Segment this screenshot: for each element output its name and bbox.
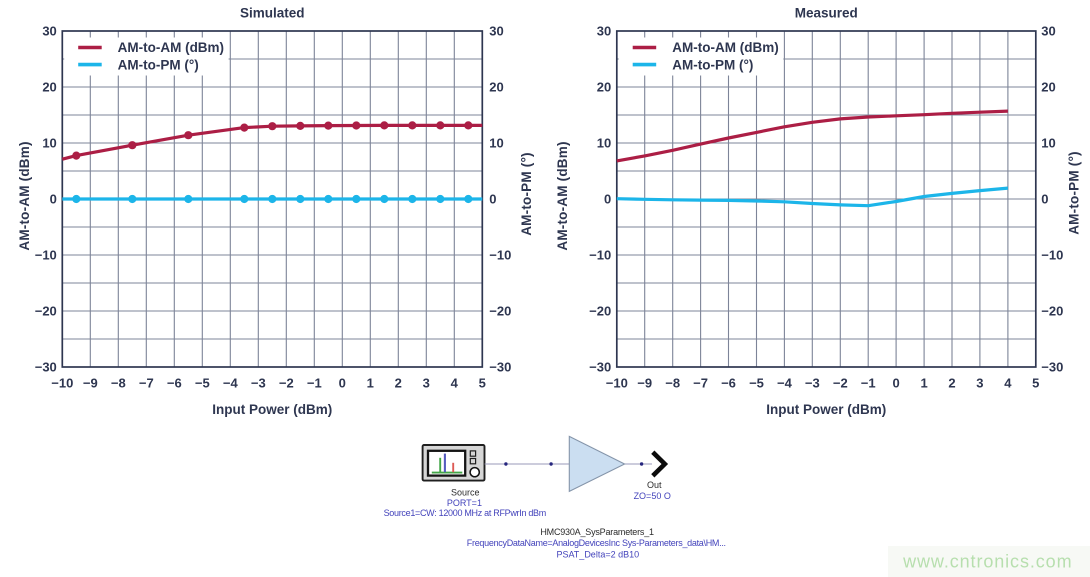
svg-text:20: 20: [1041, 80, 1055, 95]
svg-text:20: 20: [489, 80, 503, 95]
svg-text:30: 30: [1041, 24, 1055, 39]
svg-text:0: 0: [339, 376, 346, 391]
svg-text:3: 3: [423, 376, 430, 391]
svg-text:AM-to-AM (dBm): AM-to-AM (dBm): [555, 141, 570, 250]
svg-text:−20: −20: [489, 304, 511, 319]
svg-text:−6: −6: [167, 376, 182, 391]
svg-text:AM-to-PM (°): AM-to-PM (°): [672, 57, 753, 72]
svg-text:−4: −4: [223, 376, 239, 391]
svg-text:PORT=1: PORT=1: [447, 498, 482, 508]
svg-text:−7: −7: [139, 376, 154, 391]
svg-text:−30: −30: [589, 360, 611, 375]
svg-text:−5: −5: [749, 376, 764, 391]
svg-text:30: 30: [489, 24, 503, 39]
svg-text:10: 10: [42, 136, 56, 151]
svg-text:Source1=CW: 12000 MHz at RFPwr: Source1=CW: 12000 MHz at RFPwrIn dBm: [384, 508, 546, 518]
svg-text:−10: −10: [1041, 248, 1063, 263]
svg-text:−8: −8: [111, 376, 126, 391]
svg-text:Out: Out: [647, 480, 662, 490]
svg-text:0: 0: [50, 192, 57, 207]
svg-text:Source: Source: [451, 487, 480, 497]
svg-text:30: 30: [597, 24, 611, 39]
svg-text:2: 2: [395, 376, 402, 391]
svg-text:10: 10: [489, 136, 503, 151]
svg-text:−4: −4: [777, 376, 793, 391]
svg-text:ZO=50 O: ZO=50 O: [634, 491, 671, 501]
svg-text:−10: −10: [35, 248, 57, 263]
svg-text:www.cntronics.com: www.cntronics.com: [902, 552, 1072, 572]
svg-text:−5: −5: [195, 376, 210, 391]
svg-text:−20: −20: [35, 304, 57, 319]
svg-text:−1: −1: [307, 376, 322, 391]
svg-text:−3: −3: [251, 376, 266, 391]
svg-text:0: 0: [892, 376, 899, 391]
svg-text:5: 5: [479, 376, 486, 391]
svg-text:−9: −9: [637, 376, 652, 391]
svg-text:PSAT_Delta=2 dB10: PSAT_Delta=2 dB10: [556, 549, 639, 559]
svg-text:−8: −8: [665, 376, 680, 391]
svg-text:5: 5: [1032, 376, 1039, 391]
svg-text:FrequencyDataName=AnalogDevice: FrequencyDataName=AnalogDevicesInc Sys-P…: [467, 538, 726, 548]
svg-text:AM-to-PM (°): AM-to-PM (°): [1067, 151, 1082, 235]
svg-text:Measured: Measured: [795, 6, 858, 21]
svg-text:20: 20: [42, 80, 56, 95]
svg-text:−20: −20: [589, 304, 611, 319]
svg-text:AM-to-AM (dBm): AM-to-AM (dBm): [672, 40, 778, 55]
svg-text:Input Power (dBm): Input Power (dBm): [212, 402, 332, 417]
svg-text:2: 2: [948, 376, 955, 391]
svg-text:−20: −20: [1041, 304, 1063, 319]
svg-text:20: 20: [597, 80, 611, 95]
svg-text:AM-to-PM (°): AM-to-PM (°): [519, 152, 534, 236]
svg-text:−1: −1: [861, 376, 876, 391]
svg-text:30: 30: [42, 24, 56, 39]
svg-text:−10: −10: [489, 248, 511, 263]
svg-text:4: 4: [451, 376, 459, 391]
svg-text:−10: −10: [51, 376, 73, 391]
svg-text:10: 10: [597, 136, 611, 151]
svg-text:−9: −9: [83, 376, 98, 391]
svg-text:0: 0: [1041, 192, 1048, 207]
svg-text:−2: −2: [279, 376, 294, 391]
svg-text:−10: −10: [606, 376, 628, 391]
svg-text:−7: −7: [693, 376, 708, 391]
svg-text:10: 10: [1041, 136, 1055, 151]
svg-text:0: 0: [604, 192, 611, 207]
svg-text:Simulated: Simulated: [240, 6, 305, 21]
svg-text:−30: −30: [35, 360, 57, 375]
svg-text:Input Power (dBm): Input Power (dBm): [766, 402, 886, 417]
svg-text:HMC930A_SysParameters_1: HMC930A_SysParameters_1: [540, 527, 654, 537]
svg-text:3: 3: [976, 376, 983, 391]
svg-text:−2: −2: [833, 376, 848, 391]
svg-text:−30: −30: [489, 360, 511, 375]
svg-text:AM-to-AM (dBm): AM-to-AM (dBm): [17, 141, 32, 250]
svg-text:−3: −3: [805, 376, 820, 391]
svg-text:1: 1: [920, 376, 927, 391]
svg-text:AM-to-AM (dBm): AM-to-AM (dBm): [118, 40, 224, 55]
svg-text:−6: −6: [721, 376, 736, 391]
svg-text:−30: −30: [1041, 360, 1063, 375]
svg-text:−10: −10: [589, 248, 611, 263]
svg-text:AM-to-PM (°): AM-to-PM (°): [118, 57, 199, 72]
svg-text:1: 1: [367, 376, 374, 391]
svg-text:4: 4: [1004, 376, 1012, 391]
svg-text:0: 0: [489, 192, 496, 207]
